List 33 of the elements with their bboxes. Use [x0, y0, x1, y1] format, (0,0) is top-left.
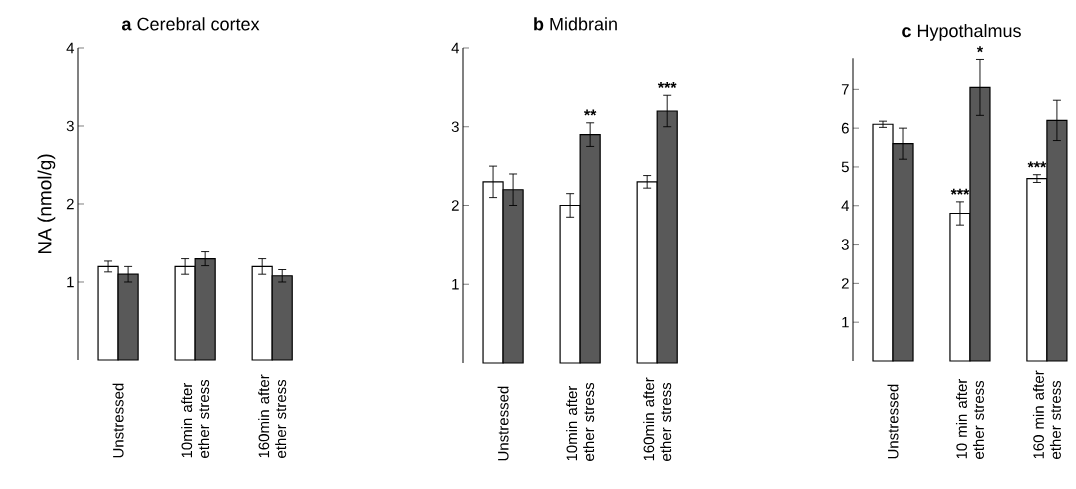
y-tick-label: 7 [841, 84, 849, 95]
x-tick-label: 10 min after ether stress [955, 378, 984, 459]
annotation: *** [950, 188, 970, 195]
chart-title: c Hypothalmus [902, 23, 1021, 41]
y-tick-label: 4 [841, 200, 850, 211]
x-tick-label: 160 min after ether stress [1032, 370, 1061, 459]
y-tick-label: 5 [841, 161, 849, 173]
y-tick-label: 4 [451, 42, 460, 54]
x-tick-label: Unstressed [112, 383, 124, 458]
x-tick-label: Unstressed [497, 386, 509, 461]
y-tick-label: 1 [842, 317, 849, 328]
x-tick-label: 10min after ether stress [181, 379, 210, 458]
chart-title: b Midbrain [534, 17, 617, 31]
y-tick-label: 1 [452, 279, 459, 290]
x-tick-label: Unstressed [887, 384, 899, 459]
x-tick-label: 160min after ether stress [643, 377, 672, 461]
y-tick-label: 1 [67, 276, 74, 288]
y-tick-label: 6 [841, 122, 849, 134]
y-tick-label: 3 [66, 120, 74, 132]
y-axis-title: NA (nmol/g) [37, 154, 56, 254]
annotation: *** [657, 82, 677, 88]
y-tick-label: 4 [66, 42, 75, 54]
y-tick-label: 2 [841, 278, 849, 289]
y-tick-label: 3 [841, 239, 849, 250]
x-tick-label: 160min after ether stress [258, 374, 287, 458]
chart-title: a Cerebral cortex [121, 17, 260, 31]
annotation: ** [583, 109, 597, 116]
x-tick-label: 10min after ether stress [566, 382, 595, 461]
annotation: * [976, 46, 984, 53]
y-tick-label: 2 [66, 198, 74, 210]
annotation: *** [1027, 161, 1047, 168]
y-tick-label: 2 [451, 200, 459, 211]
y-tick-label: 3 [451, 121, 459, 133]
